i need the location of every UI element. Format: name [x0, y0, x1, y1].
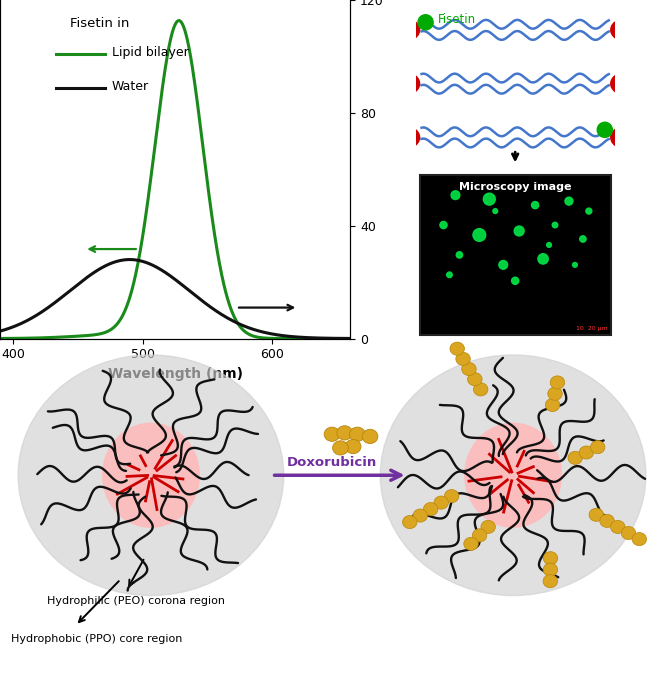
Text: Microscopy image: Microscopy image [459, 183, 572, 192]
Circle shape [589, 508, 604, 521]
Ellipse shape [103, 423, 199, 527]
Circle shape [565, 197, 573, 205]
Text: Doxorubicin: Doxorubicin [287, 456, 377, 469]
Circle shape [572, 262, 577, 267]
Circle shape [493, 209, 497, 214]
Circle shape [590, 441, 605, 454]
Ellipse shape [18, 355, 284, 595]
Ellipse shape [611, 73, 639, 94]
Bar [420, 176, 611, 335]
Circle shape [610, 520, 625, 534]
Circle shape [545, 398, 560, 412]
Circle shape [424, 502, 438, 516]
Circle shape [456, 353, 470, 366]
Circle shape [413, 509, 428, 522]
Circle shape [473, 383, 488, 396]
Circle shape [467, 373, 482, 386]
Circle shape [447, 272, 452, 278]
Circle shape [514, 226, 524, 236]
Circle shape [543, 575, 558, 588]
Circle shape [349, 427, 365, 441]
Ellipse shape [392, 126, 420, 149]
Circle shape [450, 342, 464, 355]
Ellipse shape [611, 126, 639, 149]
Text: Hydrophobic (PPO) core region: Hydrophobic (PPO) core region [11, 634, 183, 644]
Circle shape [622, 527, 636, 540]
Circle shape [580, 236, 586, 242]
Circle shape [461, 362, 476, 375]
Circle shape [499, 260, 507, 269]
Circle shape [538, 254, 548, 264]
Text: Hydrophilic (PEO) corona region: Hydrophilic (PEO) corona region [47, 595, 225, 606]
Ellipse shape [392, 73, 420, 94]
Text: Fisetin: Fisetin [438, 13, 475, 26]
Circle shape [434, 496, 448, 509]
Circle shape [333, 441, 349, 455]
Circle shape [597, 122, 612, 137]
Circle shape [550, 376, 564, 389]
Circle shape [632, 532, 647, 545]
Circle shape [418, 15, 433, 30]
Text: Water: Water [112, 80, 149, 93]
Circle shape [568, 451, 582, 464]
Ellipse shape [380, 355, 646, 595]
Circle shape [456, 252, 463, 258]
Circle shape [548, 387, 562, 400]
Circle shape [402, 516, 417, 529]
Circle shape [552, 222, 558, 228]
X-axis label: Wavelength (nm): Wavelength (nm) [108, 367, 242, 381]
Circle shape [345, 439, 361, 454]
Circle shape [531, 201, 539, 209]
Circle shape [483, 193, 495, 205]
Circle shape [473, 228, 485, 242]
Circle shape [440, 221, 447, 228]
Text: Lipid bilayer: Lipid bilayer [112, 46, 189, 59]
Text: Fisetin in: Fisetin in [70, 17, 129, 30]
Circle shape [362, 430, 378, 443]
Circle shape [546, 242, 551, 247]
Circle shape [472, 529, 487, 542]
Circle shape [463, 537, 478, 550]
Circle shape [586, 208, 592, 214]
Text: 10  20 μm: 10 20 μm [576, 326, 608, 331]
Circle shape [511, 277, 519, 285]
Circle shape [543, 552, 558, 565]
Circle shape [324, 427, 340, 441]
Ellipse shape [392, 19, 420, 41]
Circle shape [543, 563, 558, 576]
Ellipse shape [611, 19, 639, 41]
Circle shape [481, 520, 495, 534]
Circle shape [337, 425, 353, 440]
Circle shape [451, 191, 459, 200]
Circle shape [600, 514, 614, 527]
Circle shape [444, 489, 459, 502]
Ellipse shape [465, 423, 561, 527]
Circle shape [579, 446, 594, 459]
